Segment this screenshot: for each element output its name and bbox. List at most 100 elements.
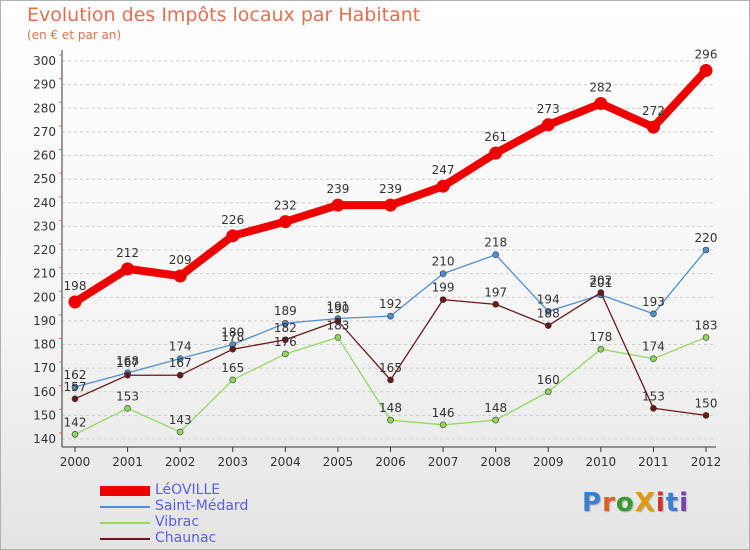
y-tick-label: 150 [33,408,56,422]
data-label: 182 [274,321,297,335]
data-label: 167 [169,356,192,370]
legend-swatch [100,486,150,496]
data-point [229,345,237,353]
data-point [541,118,555,132]
data-label: 220 [695,231,718,245]
data-label: 261 [484,130,507,144]
data-label: 210 [432,255,455,269]
data-label: 192 [379,297,402,311]
x-tick-label: 2009 [533,455,564,469]
data-label: 189 [274,304,297,318]
data-label: 174 [642,340,665,354]
data-label: 148 [379,401,402,415]
data-point [439,270,447,277]
x-tick-label: 2008 [480,455,511,469]
data-point [492,251,499,259]
data-label: 239 [326,182,349,196]
data-label: 167 [116,356,139,370]
data-point [650,404,657,412]
data-point [544,388,552,396]
data-label: 296 [695,47,718,61]
x-tick-label: 2006 [375,455,406,469]
data-point [331,198,345,212]
data-point [384,198,397,212]
data-point [124,371,131,379]
data-point [387,312,394,320]
data-label: 209 [169,253,192,267]
data-label: 191 [326,300,349,314]
x-tick-label: 2012 [691,455,722,469]
data-label: 199 [432,281,455,295]
y-tick-label: 240 [33,196,56,210]
data-point [229,376,237,384]
data-point [387,376,394,384]
data-label: 282 [589,81,612,95]
data-point [124,404,131,412]
data-point [282,319,289,327]
data-label: 188 [537,307,560,321]
data-label: 178 [221,330,244,344]
data-point [334,317,342,325]
data-label: 212 [116,246,139,260]
data-point [702,334,710,341]
chart-subtitle: (en € et par an) [27,28,122,42]
data-point [492,416,499,424]
x-tick-label: 2002 [165,455,196,469]
data-point [594,97,608,111]
data-label: 194 [537,292,560,306]
data-point [278,215,292,229]
legend-swatch [100,522,150,524]
data-point [439,296,447,303]
y-tick-label: 170 [33,361,56,375]
data-point [544,308,552,315]
x-tick-label: 2004 [270,455,301,469]
data-point [439,421,447,429]
x-tick-label: 2007 [428,455,459,469]
y-tick-label: 270 [33,125,56,139]
y-tick-label: 290 [33,78,56,92]
legend-label: Vibrac [155,514,200,530]
y-tick-label: 280 [33,101,56,115]
data-label: 165 [379,361,402,375]
x-tick-label: 2011 [638,455,669,469]
data-point [173,269,187,283]
proxiti-logo: ProXiti [582,488,690,518]
legend-item: Saint-Médard [100,498,320,514]
y-tick-label: 300 [33,54,56,68]
y-tick-label: 220 [33,243,56,257]
data-label: 174 [169,340,192,354]
data-label: 198 [64,279,87,293]
data-point [387,416,394,424]
y-tick-label: 260 [33,149,56,163]
y-tick-label: 250 [33,172,56,186]
data-point [282,336,289,344]
data-label: 226 [221,213,244,227]
data-label: 157 [64,380,87,394]
data-point [650,310,657,318]
y-tick-label: 200 [33,290,56,304]
data-point [71,395,79,403]
x-tick-label: 2000 [60,455,91,469]
series-lines [68,63,713,438]
legend-item: LéOVILLE [100,482,320,498]
data-label: 193 [642,295,665,309]
data-label: 153 [642,389,665,403]
data-label: 218 [484,236,507,250]
data-point [436,179,450,193]
data-label: 160 [537,373,560,387]
data-label: 201 [589,276,612,290]
chart-title: Evolution des Impôts locaux par Habitant [27,4,421,26]
data-point [68,295,82,309]
axes: 140 150 160 170 180 190 200 210 220 230 240 250 260 2… [33,50,721,469]
data-label: 190 [326,302,349,316]
data-label: 176 [274,335,297,349]
data-label: 165 [221,361,244,375]
data-label: 197 [484,285,507,299]
x-tick-label: 2010 [586,455,617,469]
data-label: 247 [432,163,455,177]
legend-label: Saint-Médard [155,498,249,514]
data-label: 178 [589,330,612,344]
data-label: 232 [274,199,297,213]
data-label: 162 [64,368,87,382]
